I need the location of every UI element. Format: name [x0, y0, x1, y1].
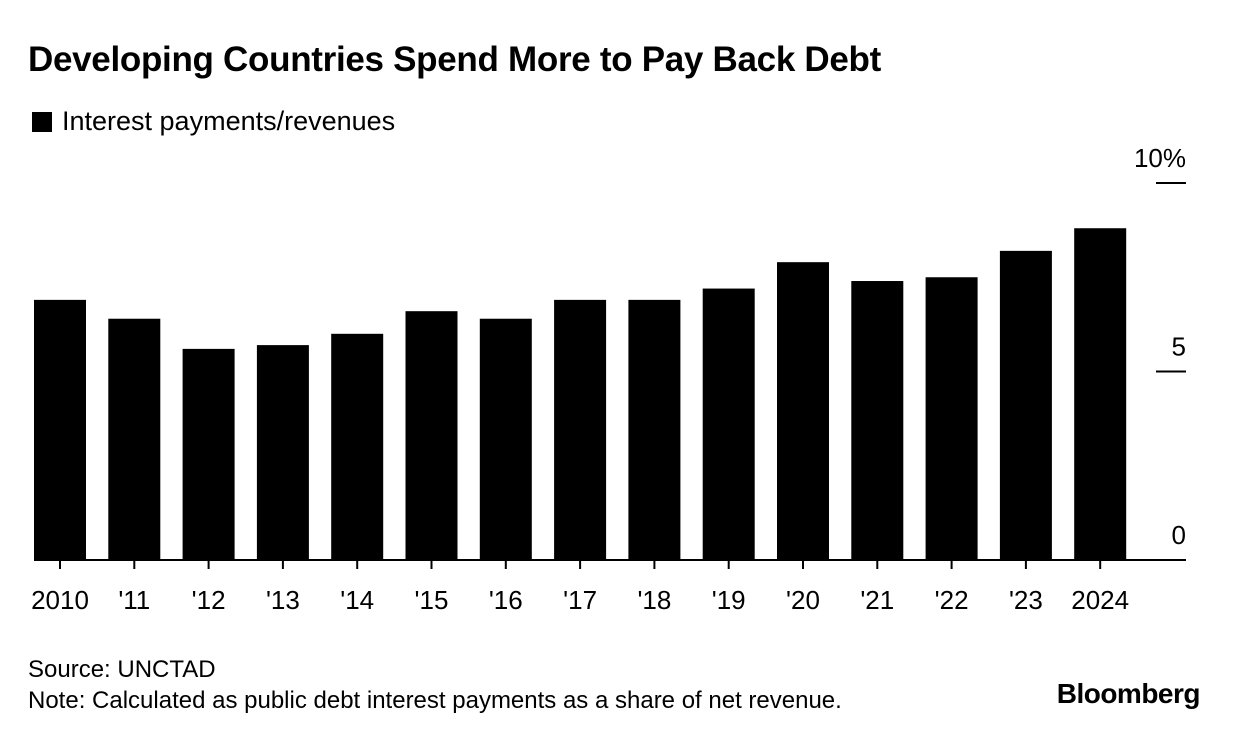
x-tick-label: '20: [786, 585, 820, 615]
x-tick-label: '22: [935, 585, 969, 615]
note-text: Note: Calculated as public debt interest…: [28, 687, 842, 714]
x-tick-label: 2024: [1071, 585, 1129, 615]
x-tick-label: '23: [1009, 585, 1043, 615]
y-tick-label: 10%: [1134, 143, 1186, 173]
chart-title: Developing Countries Spend More to Pay B…: [28, 40, 881, 79]
footer: Source: UNCTAD Note: Calculated as publi…: [28, 654, 842, 716]
y-tick-label: 5: [1172, 332, 1186, 362]
bar: [999, 250, 1052, 561]
bar: [925, 277, 978, 560]
bar: [702, 288, 755, 560]
legend-label: Interest payments/revenues: [62, 106, 396, 136]
bar: [108, 318, 161, 560]
x-tick-label: '11: [118, 585, 150, 615]
x-tick-label: '17: [563, 585, 597, 615]
source-text: Source: UNCTAD: [28, 656, 216, 683]
bar: [405, 311, 458, 560]
bar: [554, 299, 607, 560]
bar: [1074, 228, 1127, 561]
bar: [34, 299, 86, 560]
bar: [777, 262, 829, 560]
bar: [479, 318, 532, 560]
x-tick-label: '15: [415, 585, 449, 615]
x-tick-label: '16: [489, 585, 523, 615]
legend-swatch: [32, 111, 52, 132]
x-tick-label: 2010: [31, 585, 89, 615]
x-tick-label: '19: [712, 585, 746, 615]
bar: [851, 281, 904, 560]
bar: [182, 348, 235, 560]
x-tick-label: '18: [637, 585, 671, 615]
bloomberg-logo: Bloomberg: [1056, 678, 1201, 709]
x-tick-label: '21: [860, 585, 894, 615]
legend: Interest payments/revenues: [32, 106, 395, 137]
y-tick-label: 0: [1172, 520, 1186, 550]
x-tick-label: '14: [340, 585, 374, 615]
x-tick-label: '13: [266, 585, 300, 615]
bar: [331, 333, 384, 560]
bar: [628, 299, 681, 560]
x-tick-label: '12: [192, 585, 226, 615]
bar: [256, 345, 309, 560]
